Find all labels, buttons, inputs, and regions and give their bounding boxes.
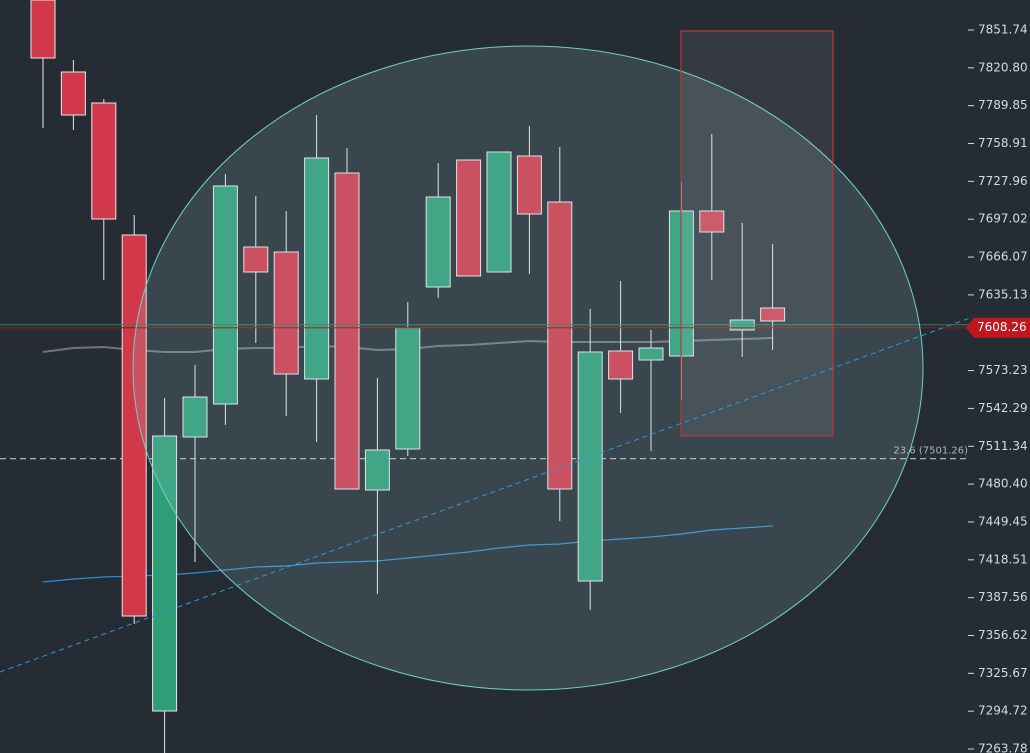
y-tick-label: 7789.85: [978, 98, 1028, 112]
y-tick-label: 7542.29: [978, 401, 1028, 415]
candle-body: [516, 155, 542, 215]
y-tick-label: 7387.56: [978, 590, 1028, 604]
candle-body: [486, 151, 512, 273]
y-tick-label: 7325.67: [978, 666, 1028, 680]
y-tick-label: 7294.72: [978, 704, 1028, 718]
ellipse-drawing: [132, 45, 924, 691]
candle-body: [425, 196, 451, 288]
last-price-tag: [966, 317, 1030, 338]
candle-body: [304, 157, 330, 380]
plot-area: 23.6 (7501.26): [0, 0, 970, 753]
y-tick-label: 7356.62: [978, 628, 1028, 642]
y-tick-label: 7727.96: [978, 174, 1028, 188]
y-tick-label: 7820.80: [978, 60, 1028, 74]
candle-body: [364, 449, 390, 491]
candle-body: [334, 172, 360, 490]
y-tick-label: 7697.02: [978, 212, 1028, 226]
y-tick-label: 7851.74: [978, 22, 1028, 36]
candle-body: [699, 210, 725, 233]
candle-body: [212, 185, 238, 405]
rectangle-drawing: [680, 30, 834, 437]
y-tick-label: 7263.78: [978, 742, 1028, 753]
candle-body: [152, 435, 178, 712]
price-axis: 7851.74 7820.80 7789.85 7758.91 7727.96 7697.…: [966, 22, 1030, 753]
y-tick-label: 7449.45: [978, 514, 1028, 528]
y-tick-label: 7480.40: [978, 477, 1028, 491]
candle-body: [760, 307, 786, 322]
candle-body: [608, 350, 634, 380]
candle-body: [30, 0, 56, 59]
candle-body: [638, 347, 664, 361]
candle-body: [182, 396, 208, 438]
y-tick-label: 7418.51: [978, 552, 1028, 566]
candle-body: [456, 159, 482, 277]
y-tick-label: 7573.23: [978, 363, 1028, 377]
y-tick-label: 7758.91: [978, 136, 1028, 150]
y-tick-label: 7635.13: [978, 287, 1028, 301]
trend-line-drawing: [0, 317, 971, 673]
candle-body: [243, 246, 269, 273]
candle-body: [273, 251, 299, 375]
last-price-label: 7608.26: [977, 320, 1027, 334]
y-tick-label: 7666.07: [978, 250, 1028, 264]
fib-level-label: 23.6 (7501.26): [893, 446, 968, 457]
candle-body: [91, 102, 117, 220]
candle-body: [60, 71, 86, 116]
candle-body: [577, 351, 603, 582]
candle-body: [547, 201, 573, 490]
y-tick-label: 7511.34: [978, 439, 1028, 453]
